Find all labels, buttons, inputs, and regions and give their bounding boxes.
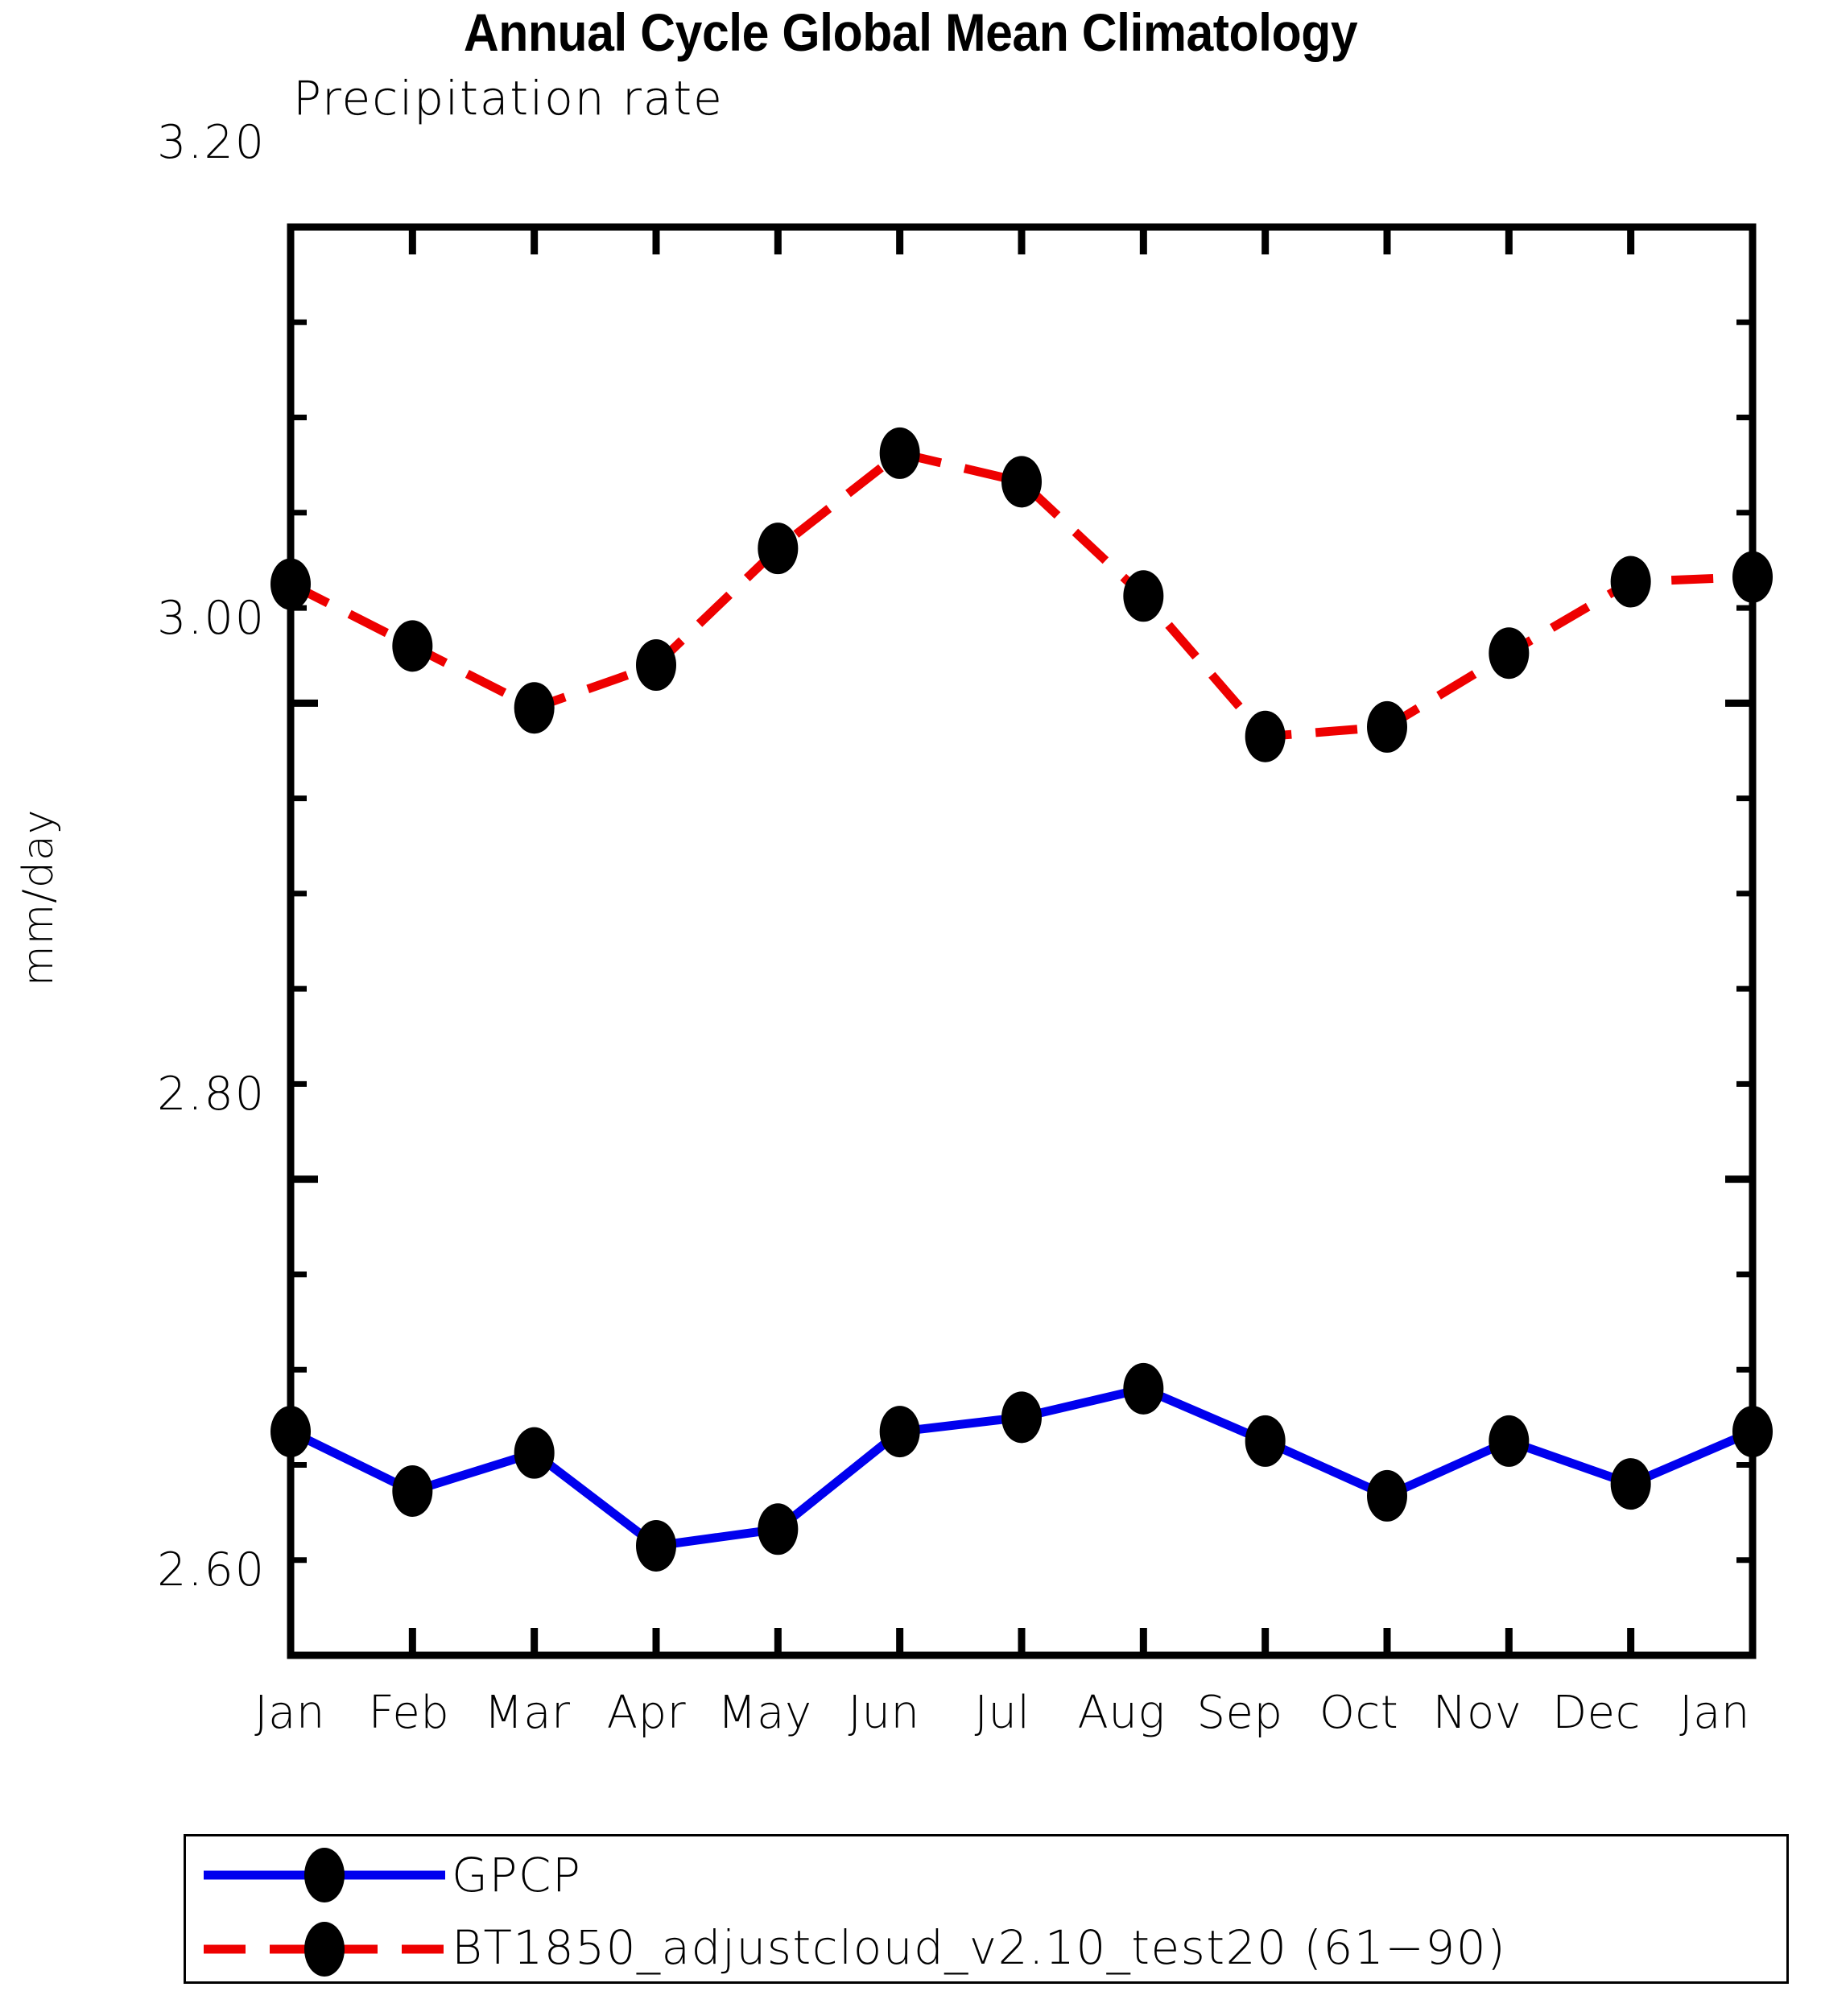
data-point-marker (636, 639, 676, 692)
data-point-marker (1123, 570, 1164, 622)
legend-swatch-bt1850 (204, 1922, 445, 1977)
data-point-marker (879, 427, 920, 479)
data-point-marker (1367, 1469, 1407, 1522)
y-tick-label-280: 2.80 (157, 1068, 266, 1121)
data-point-marker (1123, 1362, 1164, 1415)
data-point-marker (879, 1406, 920, 1458)
data-point-marker (1245, 710, 1286, 762)
x-tick-label-feb: Feb (368, 1687, 450, 1739)
data-point-marker (514, 1427, 555, 1479)
x-tick-label-mar: Mar (484, 1687, 571, 1739)
x-tick-label-nov: Nov (1432, 1687, 1522, 1739)
y-tick-label-300: 3.00 (157, 592, 266, 645)
data-point-marker (1489, 1415, 1530, 1467)
legend-label-bt1850: BT1850_adjustcloud_v2.10_test20 (61−90) (452, 1920, 1507, 1975)
x-tick-label-jan-end: Jan (1679, 1687, 1750, 1739)
data-point-marker (636, 1519, 676, 1572)
axis-ticks (287, 223, 1757, 1659)
data-point-marker (1001, 1391, 1042, 1444)
x-tick-label-sep: Sep (1196, 1687, 1283, 1739)
data-point-marker (1001, 456, 1042, 508)
data-point-marker (270, 1406, 311, 1458)
data-point-marker (270, 558, 311, 610)
x-tick-label-may: May (717, 1687, 812, 1739)
data-point-marker (758, 1503, 799, 1555)
data-point-marker (392, 1464, 433, 1517)
data-point-marker (1610, 1458, 1651, 1510)
x-tick-label-jul: Jul (974, 1687, 1030, 1739)
data-point-marker (1732, 551, 1773, 603)
data-point-marker (1489, 627, 1530, 680)
data-point-marker (1367, 700, 1407, 753)
data-point-marker (1610, 556, 1651, 608)
x-tick-label-jan-start: Jan (254, 1687, 325, 1739)
legend-swatch-gpcp (204, 1848, 445, 1902)
x-tick-label-aug: Aug (1077, 1687, 1166, 1739)
x-tick-label-oct: Oct (1319, 1687, 1399, 1739)
x-tick-label-dec: Dec (1552, 1687, 1641, 1739)
data-point-marker (392, 620, 433, 672)
data-point-marker (1245, 1415, 1286, 1467)
legend-swatches (204, 1848, 445, 1977)
legend-label-gpcp: GPCP (452, 1848, 582, 1902)
x-tick-label-jun: Jun (848, 1687, 920, 1739)
legend: GPCP BT1850_adjustcloud_v2.10_test20 (61… (184, 1834, 1789, 1984)
y-tick-label-320: 3.20 (157, 116, 266, 169)
y-tick-label-260: 2.60 (157, 1543, 266, 1597)
data-point-marker (1732, 1406, 1773, 1458)
page-title: Annual Cycle Global Mean Climatology (463, 2, 1358, 62)
x-tick-label-apr: Apr (606, 1687, 687, 1739)
data-point-marker (758, 523, 799, 575)
data-series-layer (270, 427, 1773, 1572)
chart-subtitle: Precipitation rate (293, 71, 724, 126)
data-point-marker (514, 682, 555, 734)
